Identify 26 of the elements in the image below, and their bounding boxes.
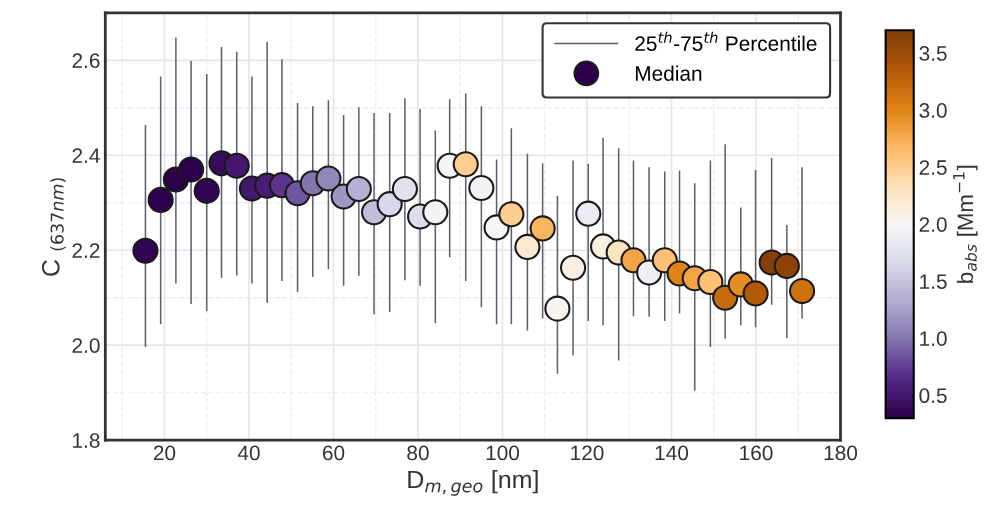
- y-axis-title: C $_{(637nm)}$: [41, 178, 66, 276]
- x-tick-label: 20: [153, 445, 176, 461]
- y-tick-label: 2.2: [72, 243, 100, 258]
- color-bar-title: b$_{abs}$ [Mm$^{−1}$]: [953, 165, 978, 283]
- legend-label: Median: [635, 65, 702, 81]
- color-bar-label: 3.5: [919, 46, 947, 61]
- x-tick-label: 140: [655, 445, 689, 461]
- color-bar-label: 1.5: [920, 274, 947, 289]
- color-bar-label: 2.5: [919, 160, 947, 175]
- y-tick-label: 1.8: [73, 433, 100, 448]
- x-tick-label: 160: [740, 445, 773, 461]
- x-tick-label: 120: [571, 445, 604, 461]
- color-bar-label: 0.5: [919, 388, 947, 404]
- x-tick-label: 40: [237, 445, 260, 461]
- x-axis-title: D$_{m,geo}$ [nm]: [408, 469, 538, 496]
- color-bar-label: 1.0: [920, 331, 947, 346]
- color-bar-label: 2.0: [919, 217, 947, 232]
- x-tick-label: 80: [407, 445, 429, 461]
- x-tick-label: 100: [486, 445, 520, 461]
- x-tick-label: 60: [322, 445, 345, 461]
- y-tick-label: 2.6: [72, 53, 100, 69]
- y-tick-label: 2.0: [72, 338, 100, 353]
- y-tick-label: 2.4: [72, 148, 100, 163]
- color-bar-label: 3.0: [919, 103, 947, 118]
- x-tick-label: 180: [824, 445, 858, 461]
- annotation: 25$^{th}$-75$^{th}$ Percentile: [635, 31, 817, 51]
